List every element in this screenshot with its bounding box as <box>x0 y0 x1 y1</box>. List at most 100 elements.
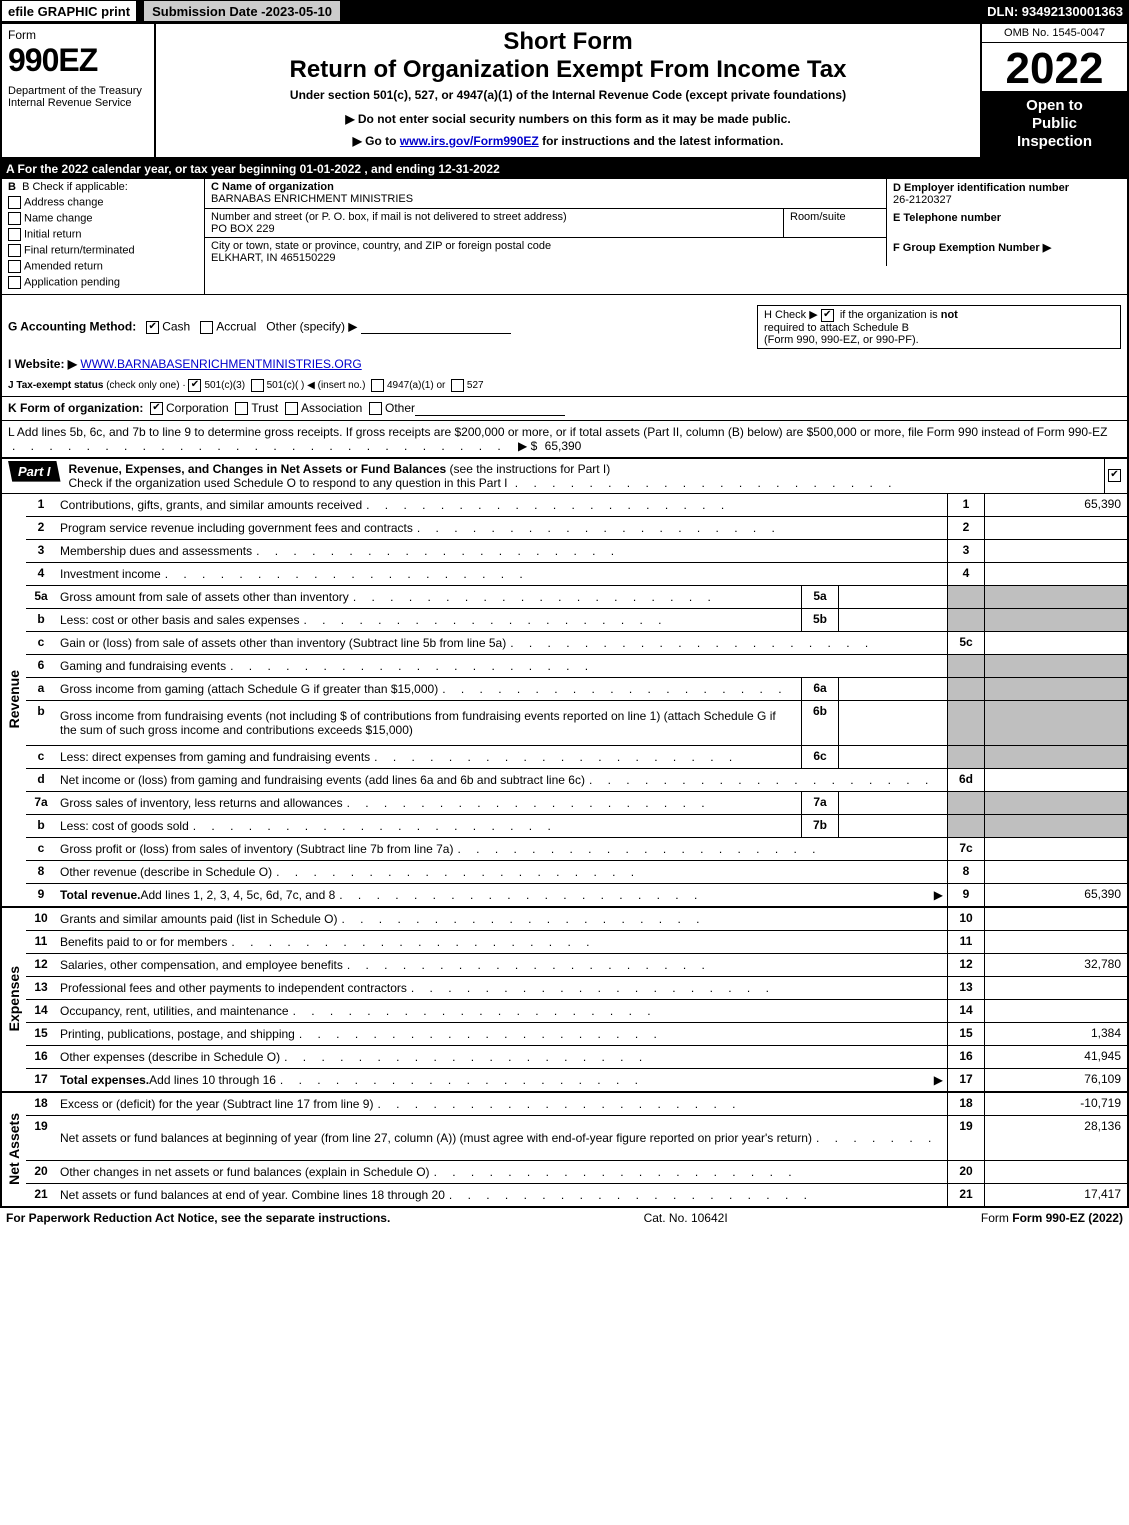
expenses-side-label: Expenses <box>2 908 26 1091</box>
sub-box-value <box>838 678 947 700</box>
right-line-value <box>984 977 1127 999</box>
line-description: Other expenses (describe in Schedule O).… <box>56 1046 947 1068</box>
chk-initial-return[interactable]: Initial return <box>8 228 198 241</box>
part1-schedule-o-check[interactable] <box>1104 459 1127 493</box>
chk-trust[interactable] <box>235 402 248 415</box>
chk-501c[interactable] <box>251 379 264 392</box>
box-f: F Group Exemption Number ▶ <box>887 238 1127 257</box>
line-description: Professional fees and other payments to … <box>56 977 947 999</box>
row-g: G Accounting Method: Cash Accrual Other … <box>8 319 511 334</box>
sub-box-value <box>838 746 947 768</box>
sub-box-value <box>838 609 947 631</box>
right-line-label <box>947 792 984 814</box>
line-row: 15Printing, publications, postage, and s… <box>26 1023 1127 1046</box>
box-c-street: Number and street (or P. O. box, if mail… <box>205 209 784 238</box>
cash-label: Cash <box>162 320 190 334</box>
line-number: 18 <box>26 1093 56 1115</box>
line-number: 16 <box>26 1046 56 1068</box>
right-line-label: 14 <box>947 1000 984 1022</box>
expenses-section: Expenses 10Grants and similar amounts pa… <box>0 908 1129 1093</box>
line-number: 21 <box>26 1184 56 1206</box>
sub-box-value <box>838 815 947 837</box>
revenue-lines: 1Contributions, gifts, grants, and simil… <box>26 494 1127 906</box>
chk-corp[interactable] <box>150 402 163 415</box>
right-line-value <box>984 632 1127 654</box>
submission-date-box: Submission Date - 2023-05-10 <box>142 0 342 23</box>
sub-box-label: 7a <box>801 792 838 814</box>
goto-link[interactable]: www.irs.gov/Form990EZ <box>400 134 539 148</box>
chk-schedule-b[interactable] <box>821 309 834 322</box>
line-number: 15 <box>26 1023 56 1045</box>
right-line-value: 17,417 <box>984 1184 1127 1206</box>
chk-501c3[interactable] <box>188 379 201 392</box>
paperwork-notice: For Paperwork Reduction Act Notice, see … <box>6 1211 390 1225</box>
chk-assoc[interactable] <box>285 402 298 415</box>
row-h-suffix: if the organization is <box>840 309 941 321</box>
expenses-vert-text: Expenses <box>6 962 22 1035</box>
501c-label: 501(c)( ) ◀ (insert no.) <box>267 380 366 391</box>
omb-number: OMB No. 1545-0047 <box>982 24 1127 43</box>
chk-accrual[interactable] <box>200 321 213 334</box>
street-value: PO BOX 229 <box>211 223 275 235</box>
sub-box-label: 5a <box>801 586 838 608</box>
box-c-street-label: Number and street (or P. O. box, if mail… <box>211 211 567 223</box>
chk-name-change[interactable]: Name change <box>8 212 198 225</box>
chk-address-change[interactable]: Address change <box>8 196 198 209</box>
right-line-value <box>984 609 1127 631</box>
line-number: 2 <box>26 517 56 539</box>
row-i: I Website: ▶ WWW.BARNABASENRICHMENTMINIS… <box>0 353 1129 375</box>
line-number: d <box>26 769 56 791</box>
right-line-label: 8 <box>947 861 984 883</box>
right-line-value <box>984 931 1127 953</box>
chk-application-pending[interactable]: Application pending <box>8 276 198 289</box>
right-line-label: 9 <box>947 884 984 906</box>
right-line-label: 7c <box>947 838 984 860</box>
line-number: 13 <box>26 977 56 999</box>
line-number: 20 <box>26 1161 56 1183</box>
no-ssn-warning: ▶ Do not enter social security numbers o… <box>164 112 972 126</box>
chk-final-return[interactable]: Final return/terminated <box>8 244 198 257</box>
line-row: 4Investment income. . . . . . . . . . . … <box>26 563 1127 586</box>
line-number: 8 <box>26 861 56 883</box>
opt-label: Initial return <box>24 228 81 240</box>
row-k: K Form of organization: Corporation Trus… <box>0 397 1129 421</box>
box-b-header: B B Check if applicable: <box>8 181 198 193</box>
chk-amended-return[interactable]: Amended return <box>8 260 198 273</box>
right-line-label: 3 <box>947 540 984 562</box>
right-line-value <box>984 678 1127 700</box>
chk-4947[interactable] <box>371 379 384 392</box>
right-line-value: 1,384 <box>984 1023 1127 1045</box>
line-description: Total expenses. Add lines 10 through 16.… <box>56 1069 947 1091</box>
chk-other-org[interactable] <box>369 402 382 415</box>
right-line-label: 18 <box>947 1093 984 1115</box>
header-center: Short Form Return of Organization Exempt… <box>156 24 980 157</box>
chk-527[interactable] <box>451 379 464 392</box>
box-e-label: E Telephone number <box>893 212 1001 224</box>
right-stack-f: F Group Exemption Number ▶ <box>886 238 1127 266</box>
revenue-side-label: Revenue <box>2 494 26 906</box>
line-number: 14 <box>26 1000 56 1022</box>
row-a-tax-year: A For the 2022 calendar year, or tax yea… <box>0 159 1129 179</box>
top-bar: efile GRAPHIC print Submission Date - 20… <box>0 0 1129 22</box>
right-line-label: 20 <box>947 1161 984 1183</box>
line-description: Less: direct expenses from gaming and fu… <box>56 746 801 768</box>
line-description: Membership dues and assessments. . . . .… <box>56 540 947 562</box>
city-value: ELKHART, IN 465150229 <box>211 252 336 264</box>
row-h-not: not <box>941 309 958 321</box>
sub-box-label: 7b <box>801 815 838 837</box>
line-description: Net assets or fund balances at beginning… <box>56 1116 947 1160</box>
other-org-label: Other <box>385 401 415 415</box>
right-line-label: 13 <box>947 977 984 999</box>
box-c-name-label: C Name of organization <box>211 181 334 193</box>
gross-receipts-amount: 65,390 <box>545 439 582 453</box>
right-line-value <box>984 908 1127 930</box>
line-row: 10Grants and similar amounts paid (list … <box>26 908 1127 931</box>
right-line-value: 28,136 <box>984 1116 1127 1160</box>
4947-label: 4947(a)(1) or <box>387 380 445 391</box>
website-link[interactable]: WWW.BARNABASENRICHMENTMINISTRIES.ORG <box>80 357 361 371</box>
dots: . . . . . . . . . . . . . . . . . . . . … <box>12 439 507 453</box>
form-label: Form <box>8 28 148 42</box>
return-of-title: Return of Organization Exempt From Incom… <box>164 56 972 84</box>
line-row: cGain or (loss) from sale of assets othe… <box>26 632 1127 655</box>
chk-cash[interactable] <box>146 321 159 334</box>
